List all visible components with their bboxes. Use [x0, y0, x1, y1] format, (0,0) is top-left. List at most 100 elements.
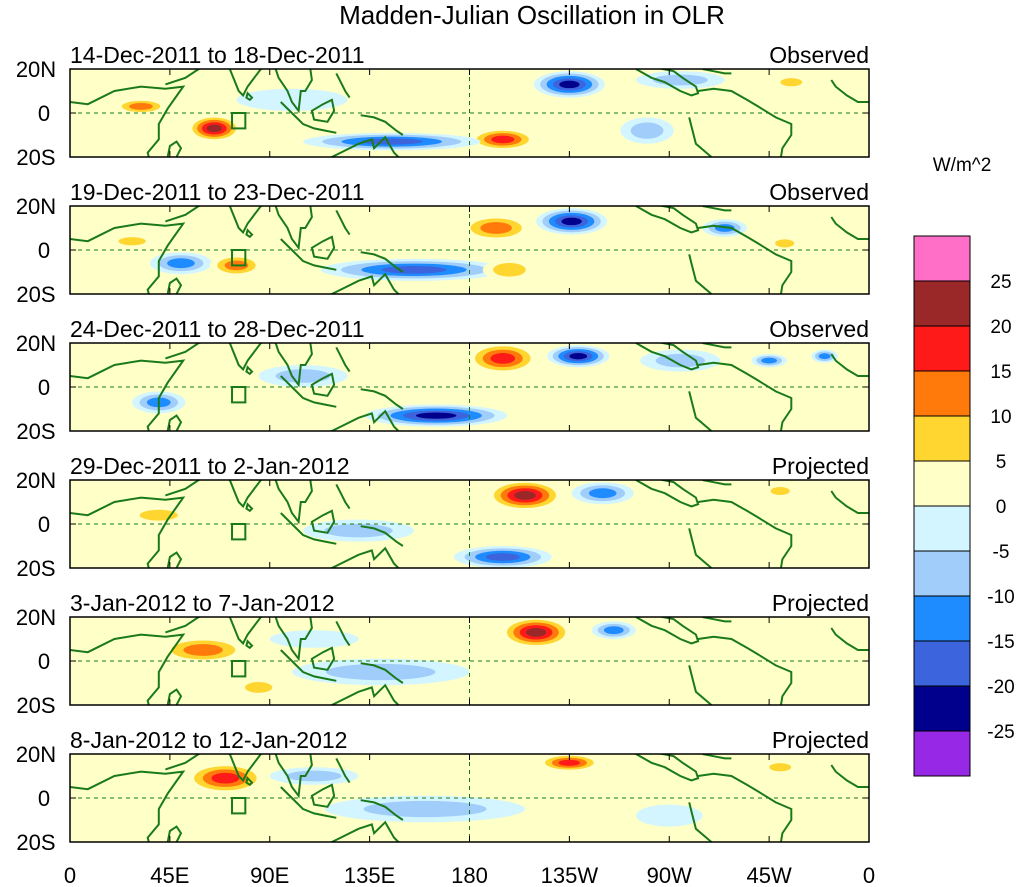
- coast-southamerica-east: [697, 87, 793, 157]
- coast-india: [165, 69, 265, 98]
- colorbar-swatch: [913, 550, 971, 597]
- panels-group: 20N 0 20S 14-Dec-2011 to 18-Dec-2011 Observe…: [16, 42, 870, 855]
- panel-date-range: 24-Dec-2011 to 28-Dec-2011: [70, 316, 365, 342]
- coast-srilanka: [245, 502, 254, 513]
- coast-srilanka: [245, 776, 254, 787]
- coast-westafrica: [830, 764, 869, 788]
- anomaly-contour: [775, 239, 795, 248]
- coast-southamerica-east: [697, 635, 793, 705]
- anomaly-contour: [244, 681, 273, 693]
- y-tick-label: 20N: [16, 605, 56, 630]
- coast-indonesia: [280, 512, 337, 545]
- y-tick-label: 20S: [16, 419, 55, 444]
- coast-seasia: [274, 69, 313, 114]
- coast-indonesia: [280, 786, 337, 819]
- anomaly-contour: [603, 626, 624, 635]
- coast-srilanka: [245, 228, 254, 239]
- coast-centralamerica: [635, 206, 700, 234]
- coast-southamerica-west: [688, 665, 713, 705]
- colorbar-label: -5: [993, 542, 1010, 563]
- coast-borneo: [310, 98, 336, 123]
- y-tick-label: 0: [38, 238, 50, 263]
- panel-date-range: 29-Dec-2011 to 2-Jan-2012: [70, 453, 350, 479]
- anomaly-contour: [525, 628, 547, 637]
- coast-indonesia: [280, 101, 337, 134]
- anomaly-contour: [491, 135, 515, 144]
- coast-seasia: [274, 206, 313, 251]
- panel-status: Observed: [769, 42, 869, 68]
- y-tick-label: 20N: [16, 468, 56, 493]
- anomaly-contour: [206, 124, 222, 133]
- anomaly-contour: [514, 491, 536, 500]
- coast-philippines: [335, 483, 351, 510]
- anomaly-contour: [415, 412, 457, 419]
- colorbar-label: 20: [990, 317, 1011, 338]
- x-tick-label: 45W: [747, 863, 792, 887]
- coast-centralamerica: [635, 343, 700, 371]
- coastlines: [70, 754, 869, 842]
- coast-philippines: [335, 620, 351, 647]
- panel-status: Observed: [769, 179, 869, 205]
- coast-madagascar: [166, 414, 183, 431]
- coast-australia: [329, 820, 400, 842]
- colorbar-label: -25: [987, 722, 1014, 743]
- coast-caribbean: [702, 754, 732, 760]
- coast-seasia: [274, 343, 313, 388]
- panel-status: Projected: [772, 590, 869, 616]
- colorbar: W/m^2 25 20 15 10 5 0 -5 -10 -15 -20 -25: [913, 155, 1015, 777]
- colorbar-label: -15: [987, 632, 1014, 653]
- x-tick-label: 180: [451, 863, 488, 887]
- anomaly-contour: [493, 263, 526, 277]
- colorbar-label: -20: [987, 677, 1014, 698]
- coast-indonesia: [280, 238, 337, 271]
- map-panel-1: 20N 0 20S 14-Dec-2011 to 18-Dec-2011 Observe…: [16, 42, 870, 170]
- y-tick-label: 20S: [16, 830, 55, 855]
- colorbar-label: 25: [990, 272, 1011, 293]
- anomaly-contour: [561, 217, 582, 226]
- anomaly-contour: [761, 357, 778, 364]
- coast-westafrica: [830, 216, 869, 240]
- coastlines: [70, 206, 869, 294]
- coast-westafrica: [830, 490, 869, 514]
- coast-newguinea: [360, 799, 404, 821]
- panel-date-range: 8-Jan-2012 to 12-Jan-2012: [70, 727, 347, 753]
- coast-australia: [329, 272, 400, 294]
- coast-africa: [70, 222, 186, 294]
- map-panel-3: 20N 0 20S 24-Dec-2011 to 28-Dec-2011 Observe…: [16, 316, 870, 444]
- anomaly-contour: [363, 800, 487, 818]
- coast-philippines: [335, 346, 351, 373]
- coast-newguinea: [360, 114, 404, 136]
- colorbar-swatch: [913, 640, 971, 687]
- coast-caribbean: [702, 206, 732, 212]
- anomaly-contour: [275, 369, 331, 383]
- anomaly-contour: [588, 488, 617, 499]
- panel-date-range: 14-Dec-2011 to 18-Dec-2011: [70, 42, 365, 68]
- x-tick-label: 0: [863, 863, 875, 887]
- anomaly-contour: [381, 265, 447, 274]
- coast-southamerica-east: [697, 498, 793, 568]
- colorbar-swatch: [913, 685, 971, 732]
- anomaly-contour: [360, 138, 423, 145]
- panel-status: Projected: [772, 453, 869, 479]
- coast-centralamerica: [635, 480, 700, 508]
- colorbar-labels: 25 20 15 10 5 0 -5 -10 -15 -20 -25: [987, 272, 1014, 743]
- coast-africa: [70, 770, 186, 842]
- y-tick-label: 20S: [16, 145, 55, 170]
- anomaly-contour: [211, 772, 240, 784]
- panel-date-range: 19-Dec-2011 to 23-Dec-2011: [70, 179, 365, 205]
- coast-philippines: [335, 757, 351, 784]
- coast-newguinea: [360, 251, 404, 273]
- coast-southamerica-east: [697, 224, 793, 294]
- colorbar-swatch: [913, 415, 971, 462]
- anomaly-contour: [326, 663, 436, 681]
- y-tick-label: 0: [38, 649, 50, 674]
- coast-borneo: [310, 783, 336, 808]
- y-tick-label: 20S: [16, 556, 55, 581]
- coast-africa: [70, 496, 186, 568]
- coastlines: [70, 480, 869, 568]
- coast-australia: [329, 409, 400, 431]
- coast-centralamerica: [635, 69, 700, 97]
- anomaly-contour: [569, 353, 588, 360]
- x-tick-label: 135W: [541, 863, 599, 887]
- x-tick-label: 135E: [344, 863, 395, 887]
